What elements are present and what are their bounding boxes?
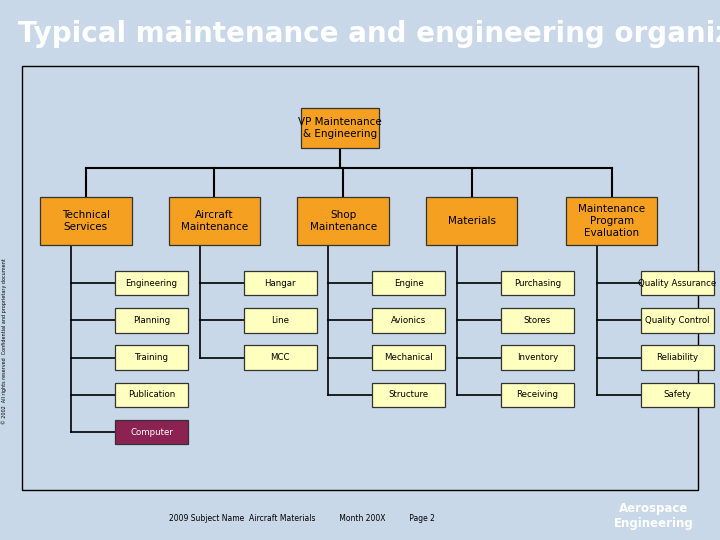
FancyBboxPatch shape — [115, 383, 188, 407]
Text: Mechanical: Mechanical — [384, 353, 433, 362]
Text: Reliability: Reliability — [657, 353, 698, 362]
FancyBboxPatch shape — [566, 197, 657, 245]
Text: Safety: Safety — [664, 390, 691, 400]
Text: Engine: Engine — [394, 279, 423, 288]
Text: Inventory: Inventory — [517, 353, 558, 362]
FancyBboxPatch shape — [641, 308, 714, 333]
Text: Avionics: Avionics — [391, 316, 426, 325]
FancyBboxPatch shape — [115, 420, 188, 444]
Text: Quality Assurance: Quality Assurance — [639, 279, 716, 288]
Text: Planning: Planning — [133, 316, 170, 325]
FancyBboxPatch shape — [115, 346, 188, 370]
Text: Purchasing: Purchasing — [514, 279, 561, 288]
FancyBboxPatch shape — [168, 197, 260, 245]
FancyBboxPatch shape — [641, 346, 714, 370]
FancyBboxPatch shape — [426, 197, 518, 245]
Text: Technical
Services: Technical Services — [62, 210, 110, 232]
FancyBboxPatch shape — [501, 308, 574, 333]
FancyBboxPatch shape — [243, 271, 317, 295]
FancyBboxPatch shape — [501, 383, 574, 407]
Text: Hangar: Hangar — [264, 279, 296, 288]
FancyBboxPatch shape — [641, 271, 714, 295]
FancyBboxPatch shape — [115, 271, 188, 295]
FancyBboxPatch shape — [243, 308, 317, 333]
Text: Quality Control: Quality Control — [645, 316, 710, 325]
Text: Structure: Structure — [389, 390, 429, 400]
Text: Typical maintenance and engineering organization: Typical maintenance and engineering orga… — [18, 21, 720, 49]
Text: 2009 Subject Name  Aircraft Materials          Month 200X          Page 2: 2009 Subject Name Aircraft Materials Mon… — [169, 514, 436, 523]
FancyBboxPatch shape — [297, 197, 389, 245]
FancyBboxPatch shape — [501, 346, 574, 370]
Text: Materials: Materials — [448, 216, 495, 226]
Text: Aircraft
Maintenance: Aircraft Maintenance — [181, 210, 248, 232]
FancyBboxPatch shape — [301, 107, 379, 148]
FancyBboxPatch shape — [372, 271, 445, 295]
FancyBboxPatch shape — [372, 346, 445, 370]
Text: Publication: Publication — [128, 390, 175, 400]
Text: Engineering: Engineering — [125, 279, 178, 288]
Text: © 2002  All rights reserved  Confidential and proprietary document: © 2002 All rights reserved Confidential … — [2, 259, 7, 424]
Text: MCC: MCC — [271, 353, 290, 362]
Text: Receiving: Receiving — [516, 390, 558, 400]
FancyBboxPatch shape — [115, 308, 188, 333]
Text: VP Maintenance
& Engineering: VP Maintenance & Engineering — [298, 117, 382, 139]
FancyBboxPatch shape — [372, 308, 445, 333]
FancyBboxPatch shape — [501, 271, 574, 295]
FancyBboxPatch shape — [372, 383, 445, 407]
Text: Stores: Stores — [523, 316, 551, 325]
Text: Maintenance
Program
Evaluation: Maintenance Program Evaluation — [578, 204, 645, 238]
FancyBboxPatch shape — [40, 197, 132, 245]
Text: Aerospace
Engineering: Aerospace Engineering — [613, 502, 693, 530]
Text: Line: Line — [271, 316, 289, 325]
Text: Computer: Computer — [130, 428, 173, 437]
Text: Shop
Maintenance: Shop Maintenance — [310, 210, 377, 232]
FancyBboxPatch shape — [243, 346, 317, 370]
FancyBboxPatch shape — [641, 383, 714, 407]
Text: Training: Training — [135, 353, 168, 362]
